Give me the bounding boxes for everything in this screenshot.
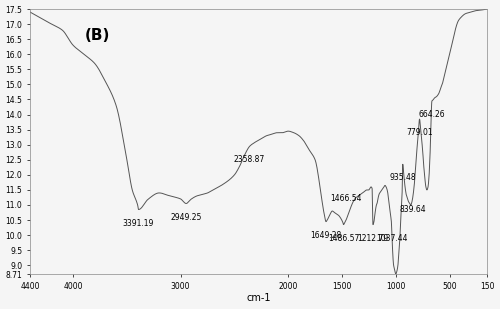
Text: 3391.19: 3391.19 — [123, 218, 154, 227]
Text: 779.01: 779.01 — [406, 128, 433, 137]
X-axis label: cm-1: cm-1 — [246, 294, 271, 303]
Text: 1212.79: 1212.79 — [358, 234, 388, 243]
Text: 839.64: 839.64 — [400, 205, 426, 214]
Text: 1466.54: 1466.54 — [330, 194, 362, 203]
Text: 664.26: 664.26 — [418, 110, 445, 119]
Text: (B): (B) — [85, 28, 110, 43]
Text: 1037.44: 1037.44 — [376, 234, 408, 243]
Text: 2949.25: 2949.25 — [170, 213, 202, 222]
Text: 2358.87: 2358.87 — [234, 155, 265, 164]
Text: 935.48: 935.48 — [390, 173, 416, 182]
Text: 1486.57: 1486.57 — [328, 234, 359, 243]
Text: 1649.28: 1649.28 — [310, 231, 342, 239]
